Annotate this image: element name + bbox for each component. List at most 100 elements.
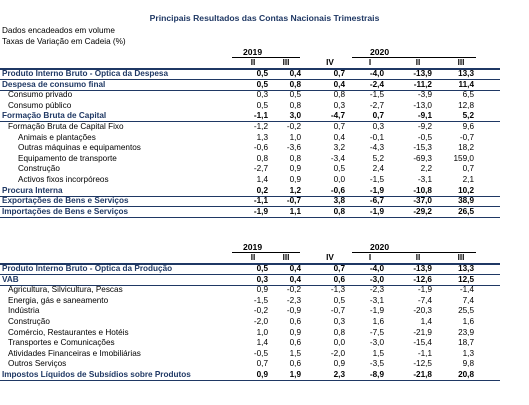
row-value: -0,5	[417, 132, 432, 142]
row-value: 23,9	[458, 327, 474, 337]
row-value: 0,7	[333, 122, 345, 131]
row-value: 0,0	[333, 338, 345, 348]
row-label: Energia, gás e saneamento	[8, 295, 109, 305]
row-value: -2,0	[330, 348, 345, 358]
row-value: -0,5	[253, 348, 268, 358]
row-value: -21,9	[413, 327, 432, 337]
row-label: Formação Bruta de Capital Fixo	[8, 122, 124, 131]
row-value: 1,5	[372, 348, 384, 358]
row-value: 0,8	[289, 79, 301, 89]
row-value: -1,5	[253, 295, 268, 305]
subtitle-volume: Dados encadeados em volume	[2, 26, 115, 35]
row-value: -1,1	[417, 348, 432, 358]
row-value: 0,7	[372, 111, 384, 121]
row-value: -1,2	[253, 122, 268, 131]
row-value: -13,9	[413, 264, 432, 273]
table-row: Outras máquinas e equipamentos -0,6 -3,6 3,…	[0, 143, 500, 153]
row-value: 0,3	[256, 90, 268, 100]
row-value: 0,5	[333, 295, 345, 305]
row-value: -0,9	[286, 306, 301, 316]
row-label: Agricultura, Silvicultura, Pescas	[8, 285, 123, 295]
row-value: -2,3	[369, 285, 384, 295]
row-value: -1,9	[369, 206, 384, 216]
row-label: Formação Bruta de Capital	[2, 111, 107, 121]
row-value: -1,9	[369, 306, 384, 316]
row-value: 1,9	[289, 370, 301, 379]
row-value: 25,5	[458, 306, 474, 316]
row-value: 3,0	[289, 111, 301, 121]
row-label: Consumo privado	[8, 90, 73, 100]
row-value: 0,7	[333, 264, 345, 273]
row-value: 0,9	[256, 370, 268, 379]
row-value: 0,0	[333, 175, 345, 184]
row-label: Animais e plantações	[18, 132, 96, 142]
row-value: -15,3	[413, 143, 432, 153]
table-row: Activos fixos incorpóreos 1,4 0,9 0,0 -1,5 -3…	[0, 175, 500, 185]
year-2020: 2020	[370, 47, 390, 57]
row-value: -0,2	[286, 285, 301, 295]
report-title: Principais Resultados das Contas Naciona…	[149, 13, 380, 23]
row-label: Equipamento de transporte	[18, 153, 117, 163]
row-value: 0,3	[333, 317, 345, 326]
table-row: Animais e plantações 1,3 1,0 0,4 -0,1 -0,5 -0,…	[0, 133, 500, 143]
row-value: -0,6	[330, 185, 345, 195]
row-value: 2,3	[333, 370, 345, 379]
row-value: -37,0	[413, 196, 432, 206]
row-value: -3,0	[369, 338, 384, 348]
row-value: 0,7	[462, 164, 474, 174]
row-value: -13,0	[413, 100, 432, 110]
table-row: Produto Interno Bruto - Óptica da Produç…	[0, 264, 500, 274]
row-value: -0,7	[459, 132, 474, 142]
row-value: 9,8	[462, 359, 474, 369]
row-value: -3,6	[286, 143, 301, 153]
row-value: -11,2	[413, 79, 432, 89]
row-value: 0,9	[289, 164, 301, 174]
row-value: 0,5	[333, 164, 345, 174]
row-label: Impostos Líquidos de Subsídios sobre Pro…	[2, 370, 191, 379]
row-label: Construção	[8, 317, 50, 326]
row-value: 0,6	[289, 317, 301, 326]
row-label: VAB	[2, 274, 19, 284]
row-value: 10,2	[458, 185, 474, 195]
table-row: Atividades Financeiras e Imobiliárias -0,…	[0, 349, 500, 359]
row-value: 0,4	[289, 69, 301, 78]
row-label: Importações de Bens e Serviços	[2, 206, 129, 216]
quarter-header: II	[415, 58, 421, 67]
row-value: -7,5	[369, 327, 384, 337]
subtitle-rates: Taxas de Variação em Cadeia (%)	[2, 37, 126, 46]
row-label: Construção	[18, 164, 60, 174]
quarter-header: III	[457, 253, 465, 262]
row-value: -0,7	[286, 196, 301, 206]
row-value: 0,6	[333, 274, 345, 284]
table-row: Formação Bruta de Capital -1,1 3,0 -4,7 0,7 -…	[0, 111, 500, 121]
row-value: -1,9	[417, 285, 432, 295]
row-label: Outros Serviços	[8, 359, 67, 369]
row-value: 5,2	[462, 111, 474, 121]
row-value: 0,9	[289, 175, 301, 184]
quarter-header: II	[250, 253, 256, 262]
row-value: 1,6	[372, 317, 384, 326]
row-value: 0,6	[289, 359, 301, 369]
row-value: -2,4	[369, 79, 384, 89]
row-value: 0,3	[372, 122, 384, 131]
row-label: Outras máquinas e equipamentos	[18, 143, 141, 153]
row-value: -9,1	[417, 111, 432, 121]
row-value: 12,5	[458, 274, 474, 284]
table-row: Equipamento de transporte 0,8 0,8 -3,4 5,2 -6…	[0, 154, 500, 164]
row-value: 9,6	[462, 122, 474, 131]
row-value: 5,2	[372, 153, 384, 163]
row-value: 1,0	[256, 327, 268, 337]
row-value: 0,4	[333, 79, 345, 89]
row-value: -3,4	[330, 153, 345, 163]
table-row: Consumo público 0,5 0,8 0,3 -2,7 -13,0 12,8	[0, 101, 500, 111]
row-value: 0,4	[289, 264, 301, 273]
row-value: 2,2	[420, 164, 432, 174]
quarter-header: II	[415, 253, 421, 262]
row-label: Exportações de Bens e Serviços	[2, 196, 129, 206]
row-value: 3,2	[333, 143, 345, 153]
row-value: 0,4	[333, 132, 345, 142]
table-row: Construção -2,0 0,6 0,3 1,6 1,4 1,6	[0, 317, 500, 327]
row-value: -2,7	[369, 100, 384, 110]
row-value: -1,9	[369, 185, 384, 195]
row-label: Despesa de consumo final	[2, 79, 106, 89]
